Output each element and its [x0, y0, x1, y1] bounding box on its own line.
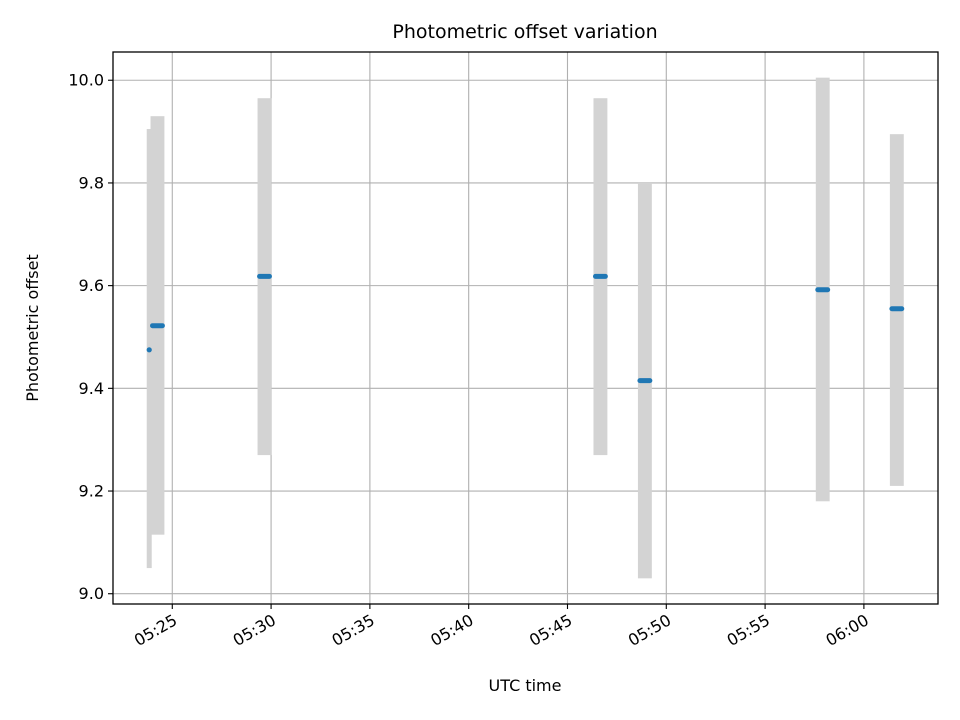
data-markers: [146, 273, 905, 384]
y-tick-label: 9.4: [79, 379, 104, 398]
y-tick-label: 9.2: [79, 482, 104, 501]
x-axis-label: UTC time: [489, 676, 562, 695]
y-axis-label: Photometric offset: [23, 254, 42, 402]
y-axis-ticks: 9.0 9.2 9.4 9.6 9.8 10.0: [68, 71, 113, 603]
y-tick-label: 9.0: [79, 584, 104, 603]
plot-frame: [112, 51, 939, 605]
y-tick-label: 9.8: [79, 173, 104, 192]
chart-title: Photometric offset variation: [392, 21, 657, 43]
data-point: [146, 347, 152, 353]
y-tick-label: 9.6: [79, 276, 104, 295]
y-tick-label: 10.0: [68, 71, 104, 90]
grid: [113, 52, 938, 604]
